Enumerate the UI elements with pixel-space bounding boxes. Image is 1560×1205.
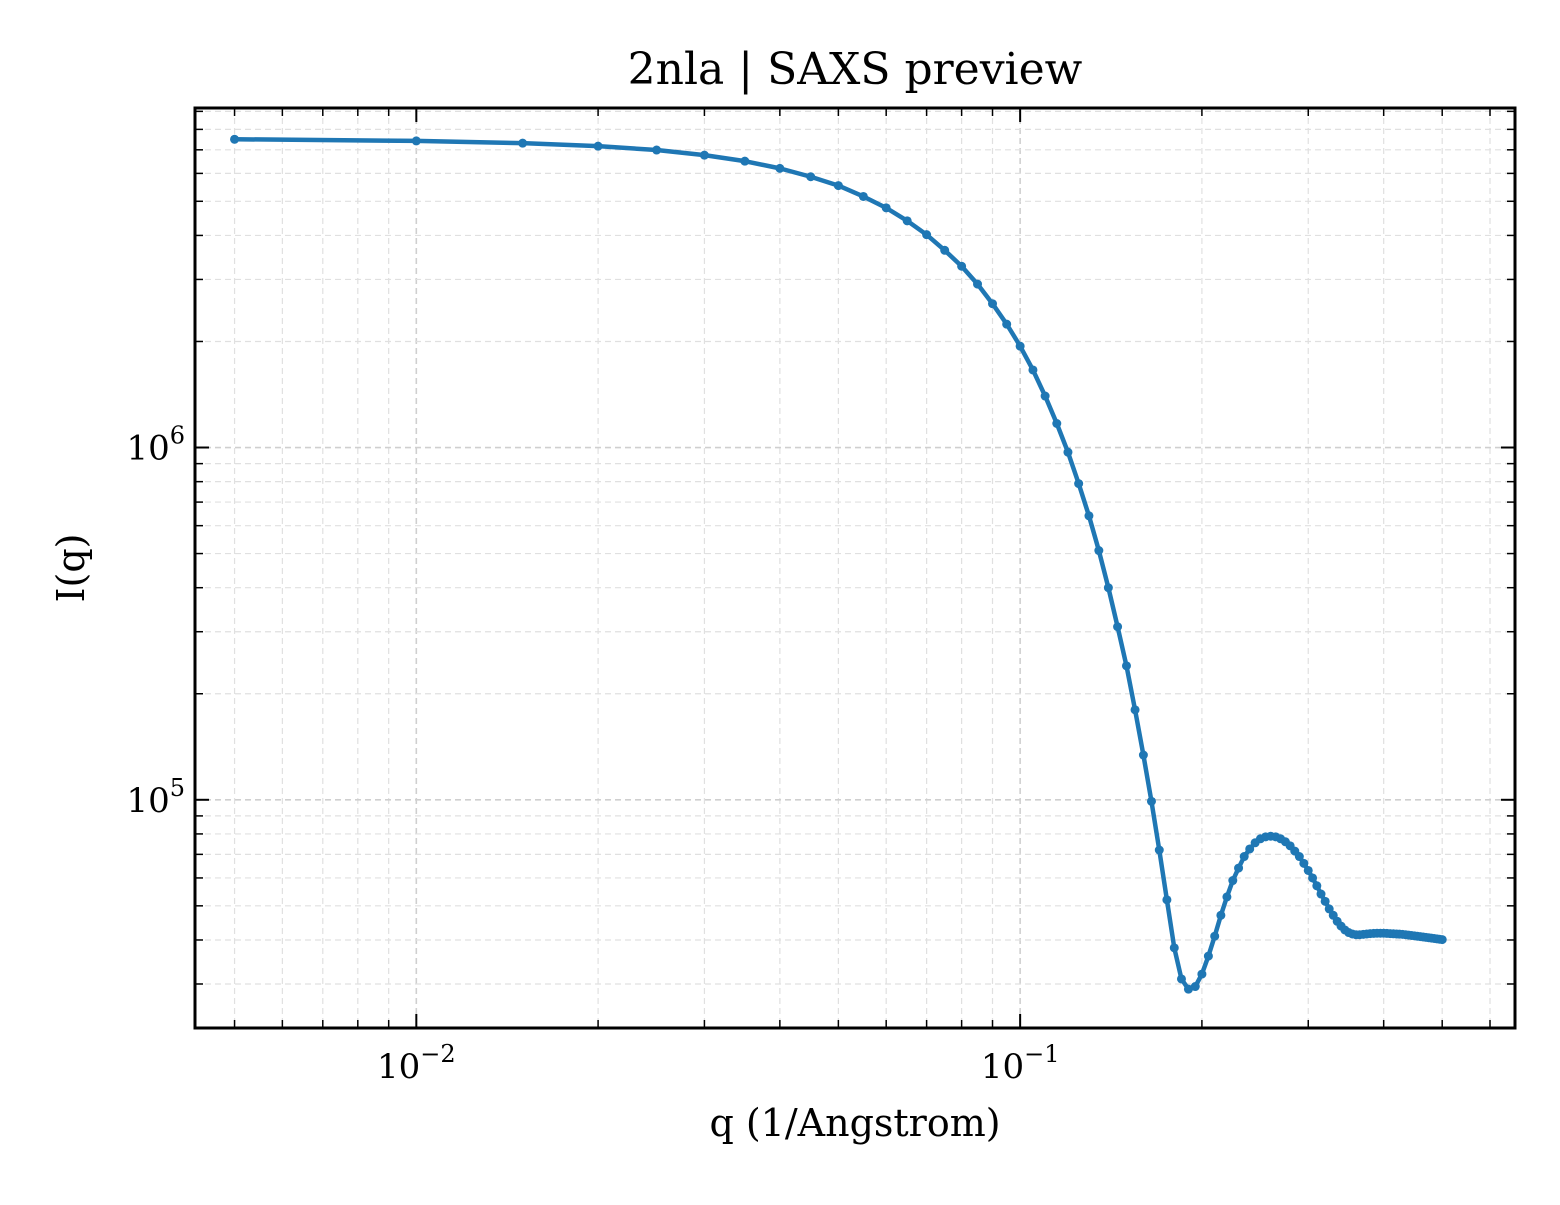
data-point [1210, 931, 1220, 941]
data-point [1094, 546, 1104, 556]
data-point [1228, 876, 1238, 886]
data-point [411, 136, 421, 146]
y-tick-label: 106 [126, 422, 185, 469]
data-point [1040, 391, 1050, 401]
data-point [1316, 889, 1326, 899]
data-point [740, 156, 750, 166]
data-point [858, 191, 868, 201]
data-point [1176, 974, 1186, 984]
data-point [957, 261, 967, 271]
data-point [1308, 873, 1318, 883]
data-point [1121, 661, 1131, 671]
data-point [1245, 844, 1255, 854]
data-point [1239, 852, 1249, 862]
data-point [1216, 910, 1226, 920]
data-point [1234, 863, 1244, 873]
data-point [1294, 852, 1304, 862]
data-point [1203, 951, 1213, 961]
x-tick-label: 10−2 [377, 1040, 456, 1087]
data-point [593, 141, 603, 151]
data-point [1138, 750, 1148, 760]
x-axis-label: q (1/Angstrom) [709, 1101, 1000, 1145]
data-point [1084, 511, 1094, 521]
y-tick-label: 105 [126, 774, 185, 821]
data-point [1320, 896, 1330, 906]
data-point [1146, 796, 1156, 806]
data-point [1063, 447, 1073, 457]
data-point [1113, 622, 1123, 632]
data-point [922, 230, 932, 240]
data-point [988, 299, 998, 309]
data-point [1130, 705, 1140, 715]
data-point [1028, 365, 1038, 375]
plot-frame [193, 106, 1517, 1030]
data-point [902, 216, 912, 226]
data-point [1169, 943, 1179, 953]
x-tick-label: 10−1 [981, 1040, 1060, 1087]
data-point [699, 150, 709, 160]
data-point [973, 279, 983, 289]
data-point [230, 134, 240, 144]
tick-layer: 10−2 10−1 105 106 [126, 108, 1515, 1087]
data-point [1197, 969, 1207, 979]
data-point [1303, 865, 1313, 875]
chart-title: 2nla | SAXS preview [628, 44, 1083, 95]
y-axis-label: I(q) [49, 534, 93, 603]
grid-layer [195, 108, 1515, 1028]
data-point [940, 245, 950, 255]
data-point [1002, 319, 1012, 329]
data-point [1222, 892, 1232, 902]
data-point [1437, 935, 1447, 945]
data-point [518, 138, 528, 148]
data-layer [230, 134, 1447, 994]
data-point [1015, 341, 1025, 351]
data-point [1052, 418, 1062, 428]
data-point [881, 203, 891, 213]
data-point [1103, 583, 1113, 593]
data-point [1312, 881, 1322, 891]
data-point [1190, 982, 1200, 992]
data-point [1162, 895, 1172, 905]
data-point [806, 172, 816, 182]
data-point [1299, 858, 1309, 868]
data-point [833, 181, 843, 191]
data-point [1074, 479, 1084, 489]
data-point [1183, 984, 1193, 994]
data-point [1154, 845, 1164, 855]
data-point [775, 163, 785, 173]
data-point [652, 145, 662, 155]
